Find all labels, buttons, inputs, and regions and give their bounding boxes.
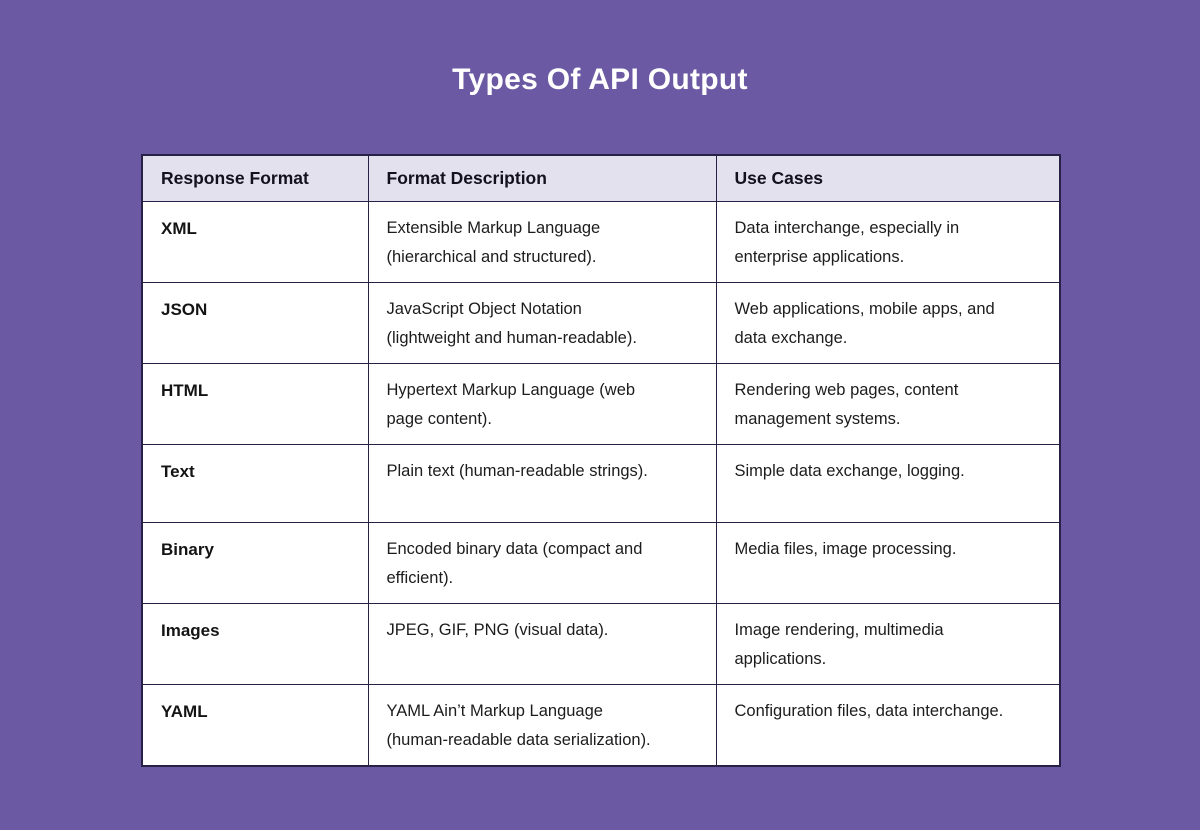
title-bar: Types Of API Output — [0, 0, 1200, 100]
cell-use-cases: Media files, image processing. — [715, 521, 1061, 604]
table-row-json: JSON JavaScript Object Notation (lightwe… — [141, 281, 1061, 364]
header-row: Response Format Format Description Use C… — [141, 154, 1061, 202]
cell-format: YAML — [141, 683, 369, 766]
cell-description: Plain text (human-readable strings). — [367, 443, 717, 523]
table-row-text: Text Plain text (human-readable strings)… — [141, 443, 1061, 523]
cell-use-cases: Data interchange, especially in enterpri… — [715, 200, 1061, 283]
cell-use-cases: Image rendering, multimedia applications… — [715, 602, 1061, 685]
cell-description: JavaScript Object Notation (lightweight … — [367, 281, 717, 364]
api-output-table: Response Format Format Description Use C… — [141, 154, 1061, 767]
column-header-use-cases: Use Cases — [715, 154, 1061, 202]
cell-use-cases: Simple data exchange, logging. — [715, 443, 1061, 523]
cell-use-cases: Configuration files, data interchange. — [715, 683, 1061, 766]
page-title: Types Of API Output — [452, 63, 748, 96]
table-header: Response Format Format Description Use C… — [141, 154, 1061, 202]
cell-description: JPEG, GIF, PNG (visual data). — [367, 602, 717, 685]
cell-description: Extensible Markup Language (hierarchical… — [367, 200, 717, 283]
table-row-images: Images JPEG, GIF, PNG (visual data). Ima… — [141, 602, 1061, 685]
cell-use-cases: Web applications, mobile apps, and data … — [715, 281, 1061, 364]
cell-format: XML — [141, 200, 369, 283]
cell-format: Binary — [141, 521, 369, 604]
cell-format: JSON — [141, 281, 369, 364]
cell-description: Encoded binary data (compact and efficie… — [367, 521, 717, 604]
cell-description: Hypertext Markup Language (web page cont… — [367, 362, 717, 445]
table-row-xml: XML Extensible Markup Language (hierarch… — [141, 200, 1061, 283]
table-row-binary: Binary Encoded binary data (compact and … — [141, 521, 1061, 604]
table-row-yaml: YAML YAML Ain’t Markup Language (human-r… — [141, 683, 1061, 766]
cell-description: YAML Ain’t Markup Language (human-readab… — [367, 683, 717, 766]
cell-format: Images — [141, 602, 369, 685]
column-header-response-format: Response Format — [141, 154, 369, 202]
cell-format: HTML — [141, 362, 369, 445]
column-header-format-description: Format Description — [367, 154, 717, 202]
cell-format: Text — [141, 443, 369, 523]
table-row-html: HTML Hypertext Markup Language (web page… — [141, 362, 1061, 445]
table-body: XML Extensible Markup Language (hierarch… — [141, 200, 1061, 766]
cell-use-cases: Rendering web pages, content management … — [715, 362, 1061, 445]
table-container: Response Format Format Description Use C… — [141, 154, 1061, 767]
